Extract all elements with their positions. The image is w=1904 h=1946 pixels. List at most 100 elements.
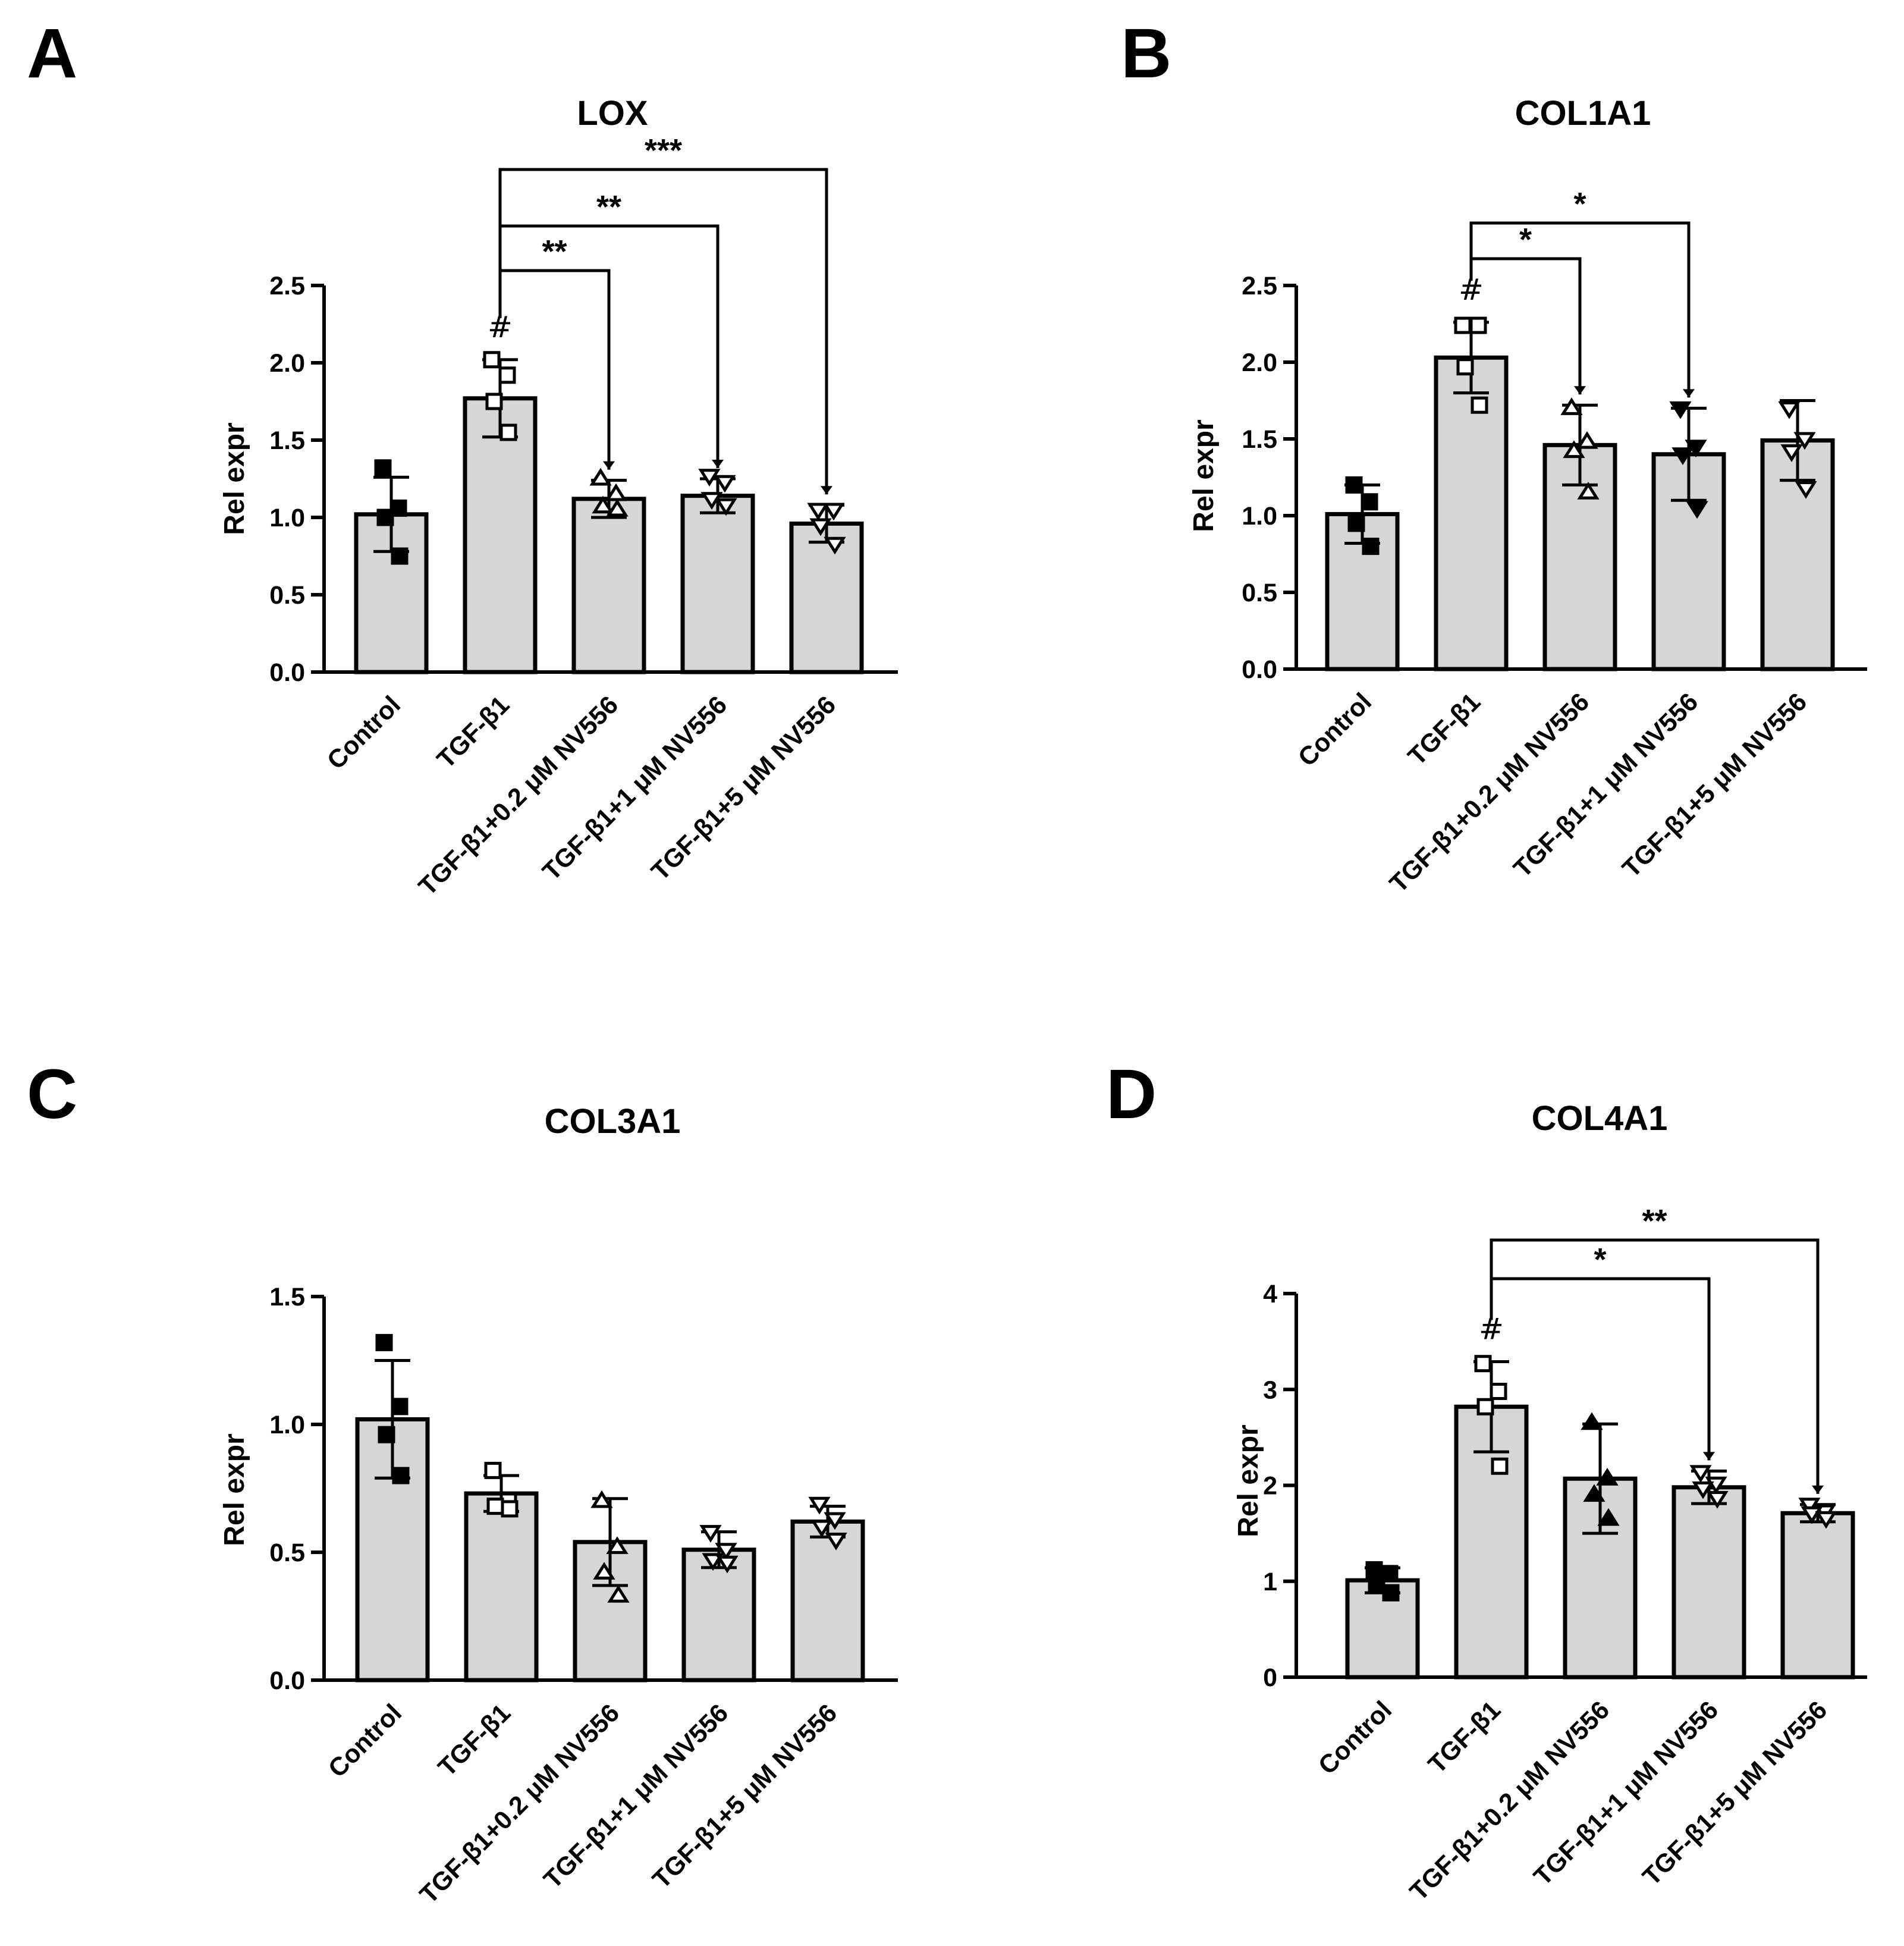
panel-label: D xyxy=(1106,1055,1157,1134)
data-point xyxy=(1581,1412,1603,1430)
data-point xyxy=(1815,1511,1837,1529)
data-point xyxy=(1583,1484,1605,1502)
data-point xyxy=(1692,1481,1714,1499)
data-point xyxy=(376,509,394,526)
data-point xyxy=(607,1584,630,1603)
bar xyxy=(1780,1511,1855,1680)
significance-label: *** xyxy=(645,133,682,168)
data-point xyxy=(486,1498,504,1515)
y-tick-label: 0.5 xyxy=(269,1539,305,1567)
data-point xyxy=(1669,401,1692,419)
data-point xyxy=(714,475,736,493)
significance-label: ** xyxy=(596,189,621,225)
significance-label: * xyxy=(1573,186,1586,222)
y-axis-label: Rel expr xyxy=(219,422,250,535)
data-point xyxy=(606,1536,629,1554)
data-point xyxy=(606,498,629,517)
data-point xyxy=(716,1555,739,1574)
bar xyxy=(681,1548,756,1683)
data-point xyxy=(483,351,501,369)
data-point xyxy=(1596,1468,1619,1486)
data-point xyxy=(501,1500,519,1518)
y-tick-label: 2.0 xyxy=(1242,349,1277,377)
data-point xyxy=(825,1533,847,1550)
y-tick-label: 1.5 xyxy=(269,1283,305,1311)
y-tick-label: 1.0 xyxy=(1242,502,1277,531)
chart-title: COL4A1 xyxy=(1532,1099,1668,1138)
data-point xyxy=(715,1543,737,1561)
chart-title: COL1A1 xyxy=(1515,94,1651,133)
chart-title: LOX xyxy=(577,94,648,133)
y-tick-label: 0.0 xyxy=(269,1666,305,1695)
bar xyxy=(464,1491,539,1683)
y-tick-label: 2.5 xyxy=(1242,272,1277,300)
y-tick-label: 0.0 xyxy=(1242,655,1277,684)
data-point xyxy=(1706,1490,1729,1509)
data-point xyxy=(1780,444,1803,462)
y-axis-label: Rel expr xyxy=(1233,1424,1264,1537)
y-tick-label: 0 xyxy=(1263,1663,1277,1692)
y-axis-label: Rel expr xyxy=(219,1433,250,1546)
significance-label: * xyxy=(1594,1242,1606,1278)
y-tick-label: 0.5 xyxy=(269,581,305,610)
comparison-bracket xyxy=(498,168,832,495)
comparison-bracket xyxy=(1469,221,1695,398)
bar xyxy=(789,521,864,674)
data-point xyxy=(1689,1465,1712,1483)
y-tick-label: 2.5 xyxy=(269,272,305,300)
data-point xyxy=(1454,316,1472,334)
data-point xyxy=(699,1525,722,1543)
data-point xyxy=(1361,493,1378,511)
data-point xyxy=(498,366,516,384)
y-tick-label: 2.0 xyxy=(269,349,305,378)
error-bar xyxy=(1780,399,1815,482)
bar xyxy=(680,494,755,674)
chart-title: COL3A1 xyxy=(545,1102,681,1141)
data-point xyxy=(1672,447,1694,466)
y-axis-label: Rel expr xyxy=(1188,419,1220,532)
y-tick-label: 1.5 xyxy=(269,426,305,455)
bar xyxy=(790,1519,865,1683)
data-point xyxy=(824,536,846,555)
y-tick-label: 1.5 xyxy=(1242,425,1277,454)
y-tick-label: 1.0 xyxy=(269,1411,305,1439)
data-point xyxy=(715,498,737,516)
data-point xyxy=(702,1553,724,1571)
y-tick-label: 1 xyxy=(1263,1568,1277,1596)
data-point xyxy=(1597,1508,1620,1526)
data-point xyxy=(1490,1382,1507,1400)
data-point xyxy=(1476,1398,1494,1415)
y-tick-label: 0.5 xyxy=(1242,579,1277,607)
data-point xyxy=(1686,501,1708,519)
data-point xyxy=(1778,401,1801,419)
y-tick-label: 4 xyxy=(1263,1280,1277,1308)
data-point xyxy=(391,1398,409,1415)
data-point xyxy=(808,1496,831,1515)
data-point xyxy=(1381,1565,1399,1583)
data-point xyxy=(499,423,517,441)
data-point xyxy=(392,1467,410,1484)
data-point xyxy=(590,1490,613,1508)
data-point xyxy=(1576,431,1598,449)
significance-label: * xyxy=(1519,222,1532,258)
data-point xyxy=(593,1562,615,1580)
panel-label: B xyxy=(1121,14,1171,93)
data-point xyxy=(1347,514,1365,532)
data-point xyxy=(592,495,614,514)
significance-label: ** xyxy=(1642,1203,1667,1239)
bar xyxy=(1672,1485,1746,1680)
data-point xyxy=(378,1426,395,1443)
data-point xyxy=(1456,358,1474,376)
y-tick-label: 0.0 xyxy=(269,658,305,687)
data-point xyxy=(391,547,409,565)
data-point xyxy=(1471,396,1488,414)
data-point xyxy=(1368,1574,1385,1592)
data-point xyxy=(605,483,627,501)
data-point xyxy=(1798,1498,1821,1515)
data-point xyxy=(1345,476,1363,494)
significance-label: ** xyxy=(542,234,567,269)
y-tick-label: 1.0 xyxy=(269,504,305,532)
data-point xyxy=(1560,397,1583,415)
panel-label: A xyxy=(27,14,77,93)
